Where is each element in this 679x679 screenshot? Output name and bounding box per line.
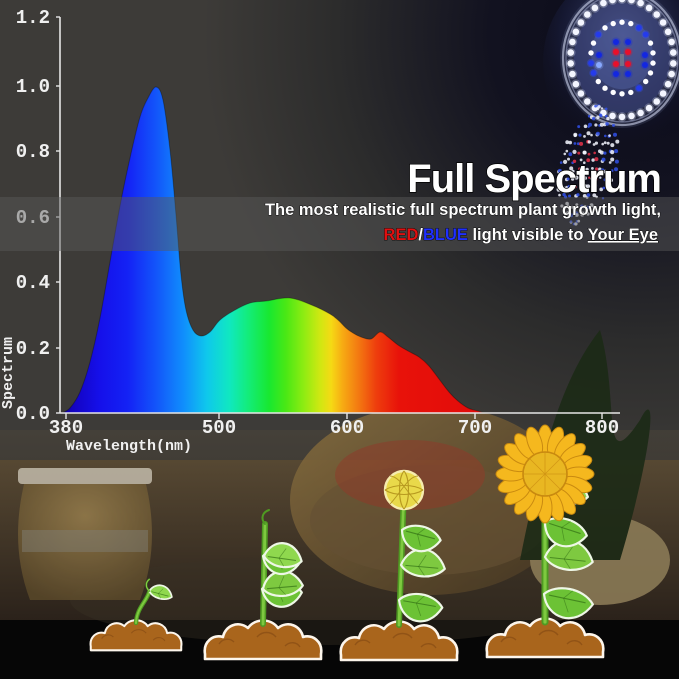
svg-text:The most realistic full spectr: The most realistic full spectrum plant g… — [265, 201, 661, 219]
svg-text:Full Spectrum: Full Spectrum — [407, 157, 661, 201]
svg-text:RED/BLUE light visible to Your: RED/BLUE light visible to Your Eye — [384, 226, 658, 244]
